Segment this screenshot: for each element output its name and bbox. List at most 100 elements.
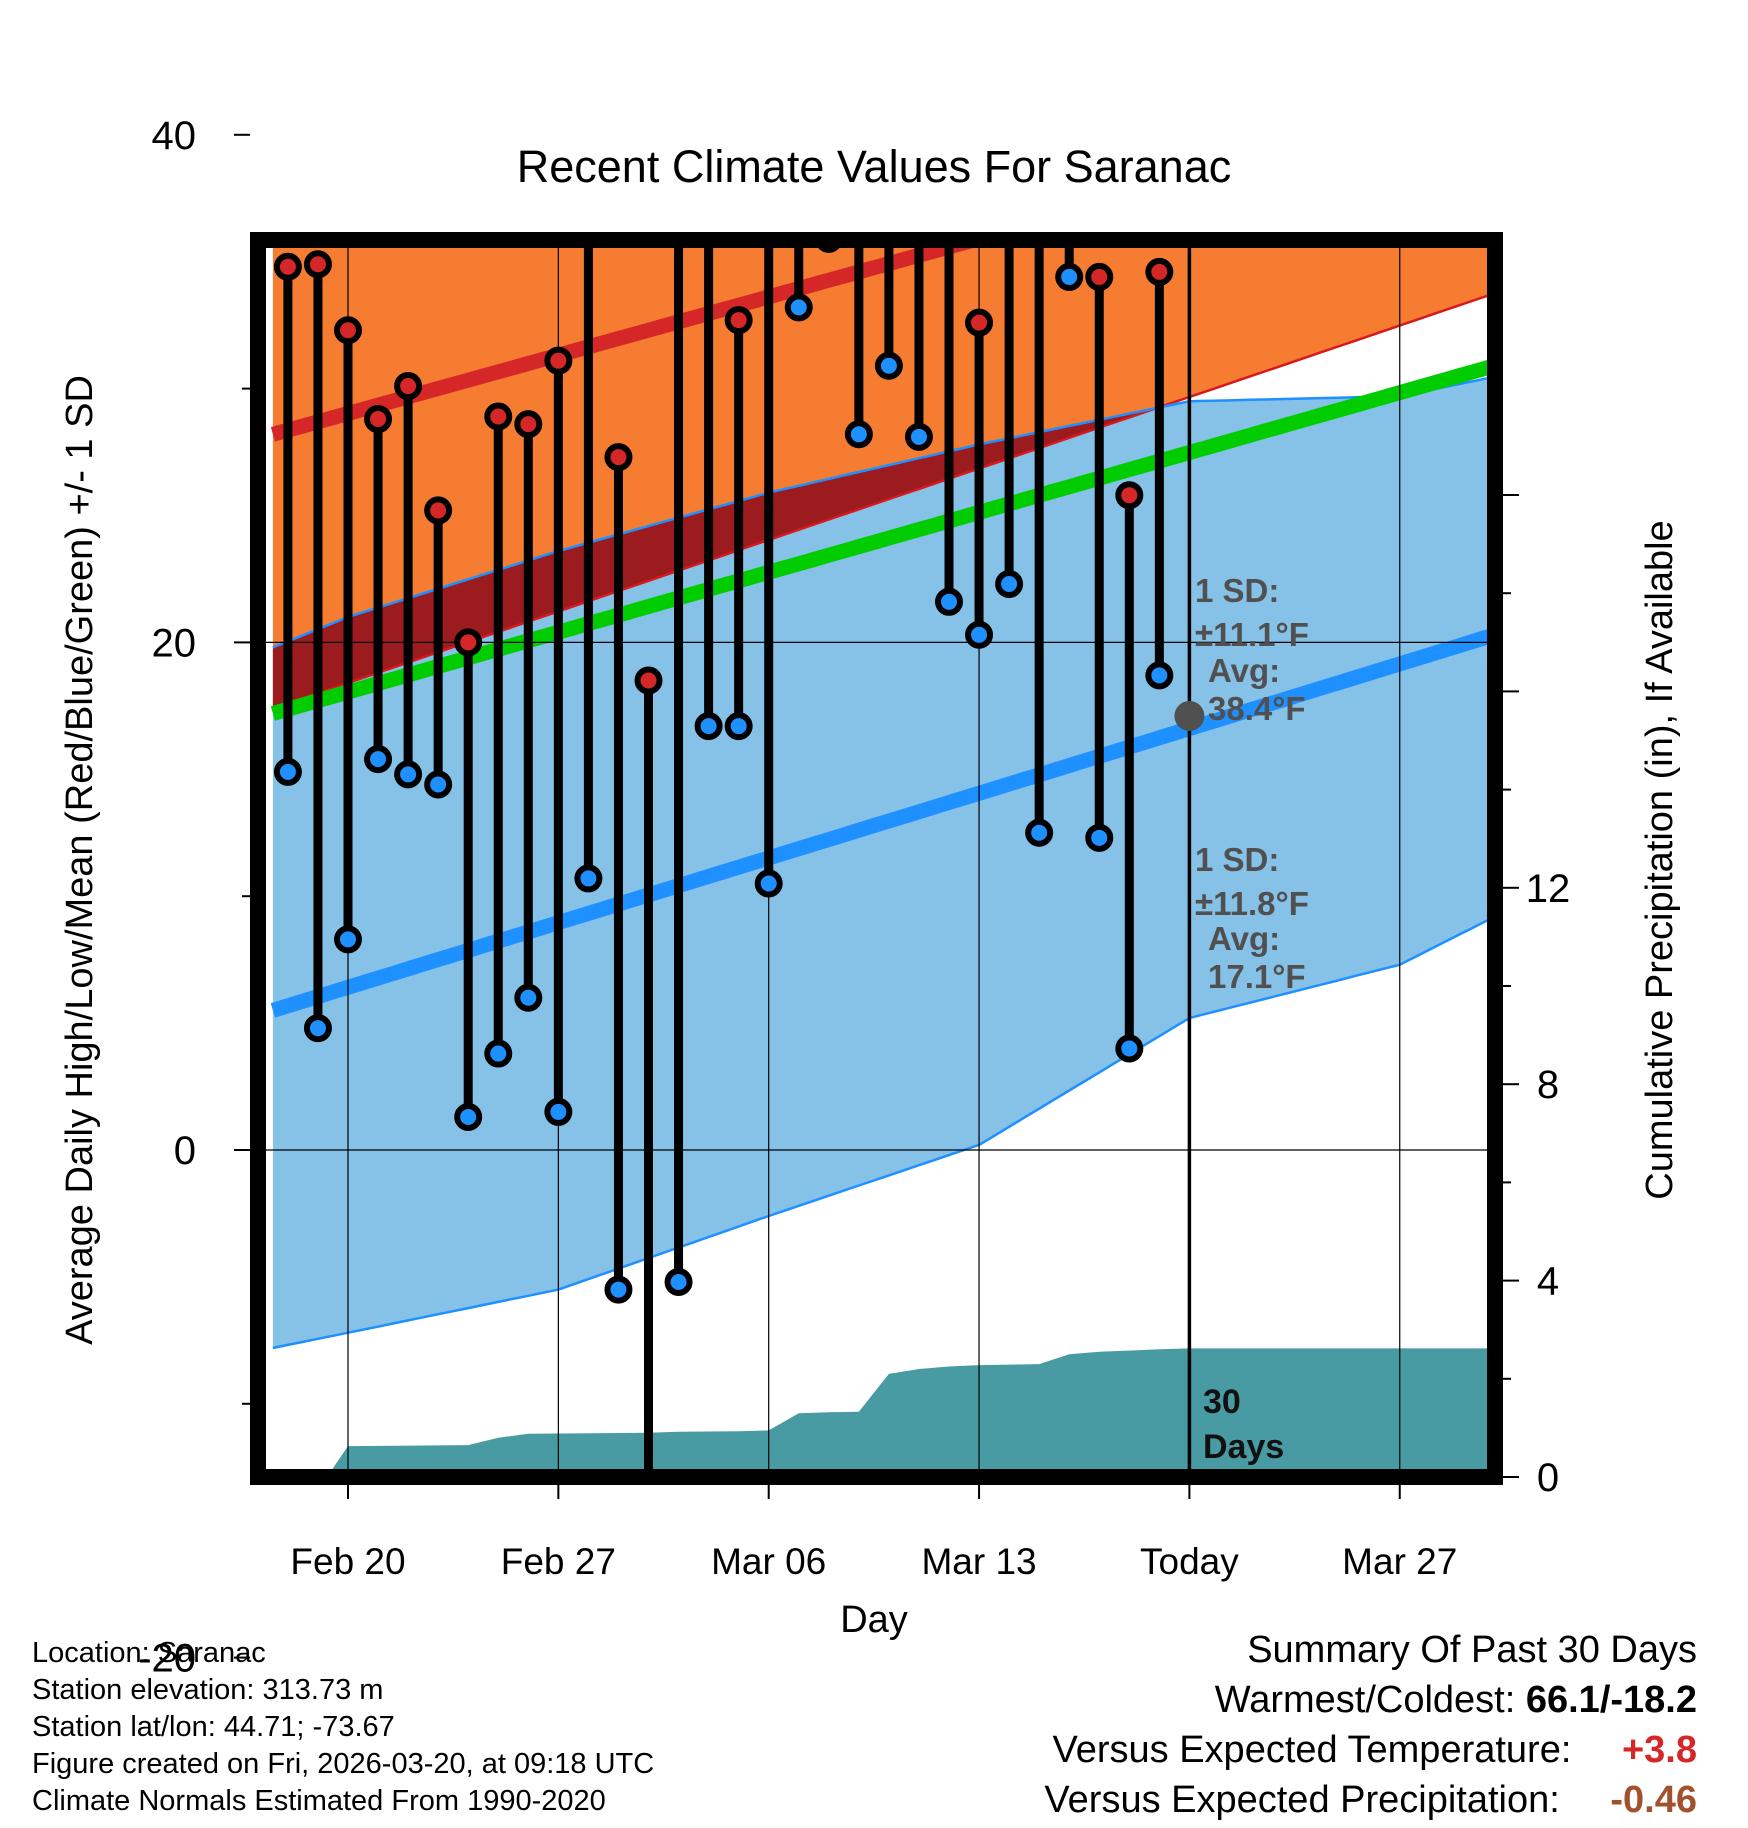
daily-high-point — [998, 208, 1020, 230]
daily-low-point — [638, 1601, 660, 1623]
cumulative-precip-area — [331, 1348, 1488, 1470]
x-tick-label: Mar 13 — [921, 1541, 1036, 1582]
summary-temp: Versus Expected Temperature: +3.8 — [1044, 1725, 1697, 1775]
daily-low-point — [303, 1014, 332, 1043]
low-sd-value: ±11.8°F — [1195, 885, 1309, 922]
precip-days-word: Days — [1203, 1428, 1284, 1466]
high-band-upper-edge — [273, 0, 1610, 155]
daily-high-point — [334, 316, 362, 345]
y2-tick-label: 12 — [1526, 867, 1571, 911]
daily-high-point — [634, 666, 663, 695]
daily-low-point — [664, 1267, 693, 1296]
y-tick-label: -20 — [138, 1637, 196, 1681]
low-band-lower-edge — [272, 918, 1488, 1350]
daily-low-point — [844, 420, 873, 449]
precip-days-number: 30 — [1203, 1383, 1241, 1421]
summary-precip: Versus Expected Precipitation: -0.46 — [1044, 1775, 1697, 1825]
latlon-text: Station lat/lon: 44.71; -73.67 — [32, 1711, 395, 1743]
precip-value: -0.46 — [1610, 1779, 1697, 1821]
daily-high-point — [1145, 257, 1174, 286]
warm-cold-label: Warmest/Coldest: — [1214, 1679, 1516, 1721]
daily-high-point — [394, 372, 423, 401]
temp-value: +3.8 — [1621, 1729, 1697, 1771]
created-text: Figure created on Fri, 2026-03-20, at 09… — [32, 1748, 655, 1780]
daily-high-point — [544, 346, 573, 375]
x-tick-label: Mar 27 — [1342, 1541, 1457, 1582]
daily-high-point — [303, 250, 332, 279]
y2-tick-label: 0 — [1537, 1456, 1559, 1500]
x-axis-label: Day — [840, 1599, 908, 1641]
daily-low-point — [574, 864, 603, 893]
x-tick-label: Feb 27 — [501, 1541, 616, 1582]
axes: Feb 20 Feb 27 Mar 06 Mar 13 Today Mar 27 -20 0 2… — [138, 114, 1571, 1681]
y-tick-label: 20 — [152, 621, 197, 665]
x-tick-label: Today — [1140, 1541, 1239, 1582]
y2-tick-label: 8 — [1537, 1063, 1559, 1107]
daily-low-point — [724, 712, 753, 741]
daily-low-point — [754, 869, 783, 898]
daily-high-point — [1085, 262, 1114, 291]
daily-low-point — [273, 757, 302, 786]
precip-label: Versus Expected Precipitation: — [1044, 1779, 1560, 1821]
elevation-text: Station elevation: 313.73 m — [32, 1674, 384, 1706]
plot-frame — [250, 232, 1503, 1485]
daily-low-point — [935, 587, 963, 616]
chart-title: Recent Climate Values For Saranac — [517, 141, 1232, 192]
daily-high-point — [965, 308, 994, 337]
warm-cold-value: 66.1/-18.2 — [1525, 1679, 1697, 1721]
high-avg-value: 38.4°F — [1208, 690, 1306, 727]
daily-high-point — [758, 119, 780, 141]
daily-low-point — [1145, 661, 1174, 690]
daily-high-point — [1115, 481, 1144, 510]
daily-low-point — [995, 570, 1024, 599]
daily-high-point — [514, 410, 543, 439]
daily-low-point — [484, 1039, 513, 1068]
daily-low-point — [874, 351, 903, 380]
y-tick-label: 0 — [174, 1129, 196, 1173]
summary-warm-cold: Warmest/Coldest: 66.1/-18.2 — [1044, 1675, 1697, 1725]
daily-low-point — [694, 712, 723, 741]
normal-high-line — [270, 247, 977, 442]
daily-low-point — [514, 983, 543, 1012]
daily-low-point — [394, 760, 423, 789]
y-axis-label: Average Daily High/Low/Mean (Red/Blue/Gr… — [59, 375, 101, 1345]
low-sd-label: 1 SD: — [1195, 841, 1279, 878]
high-avg-label: Avg: — [1208, 652, 1280, 689]
daily-high-point — [424, 496, 453, 525]
daily-high-point — [273, 252, 302, 281]
summary-title: Summary Of Past 30 Days — [1247, 1629, 1697, 1671]
daily-high-point — [454, 628, 483, 657]
temp-label: Versus Expected Temperature: — [1052, 1729, 1572, 1771]
y2-axis-label: Cumulative Precipitation (in), If Availa… — [1639, 520, 1681, 1199]
daily-low-point — [1115, 1034, 1144, 1063]
daily-low-point — [454, 1103, 483, 1132]
y2-tick-label: 4 — [1537, 1260, 1559, 1304]
low-avg-label: Avg: — [1208, 920, 1280, 957]
daily-high-point — [724, 306, 753, 335]
daily-low-point — [904, 422, 933, 451]
daily-low-point — [604, 1275, 633, 1304]
low-avg-marker — [1174, 701, 1205, 732]
high-sd-label: 1 SD: — [1195, 572, 1279, 609]
location-text: Location: Saranac — [32, 1637, 266, 1669]
daily-low-point — [784, 293, 813, 322]
daily-low-point — [544, 1097, 573, 1126]
x-tick-label: Feb 20 — [290, 1541, 405, 1582]
y-tick-label: 40 — [152, 114, 197, 158]
summary-panel: Summary Of Past 30 Days Warmest/Coldest:… — [1044, 1625, 1697, 1825]
station-info: Location: Saranac Station elevation: 313… — [32, 1635, 654, 1820]
daily-high-point — [364, 405, 393, 434]
daily-low-point — [965, 620, 994, 649]
daily-high-point — [604, 443, 633, 472]
daily-low-point — [334, 925, 362, 954]
high-sd-value: ±11.1°F — [1195, 616, 1309, 653]
daily-low-point — [1055, 262, 1084, 291]
daily-low-point — [1025, 818, 1054, 847]
daily-low-point — [364, 745, 393, 774]
low-avg-value: 17.1°F — [1208, 958, 1306, 995]
daily-low-point — [1085, 823, 1114, 852]
normals-text: Climate Normals Estimated From 1990-2020 — [32, 1785, 606, 1817]
daily-high-point — [484, 402, 513, 431]
